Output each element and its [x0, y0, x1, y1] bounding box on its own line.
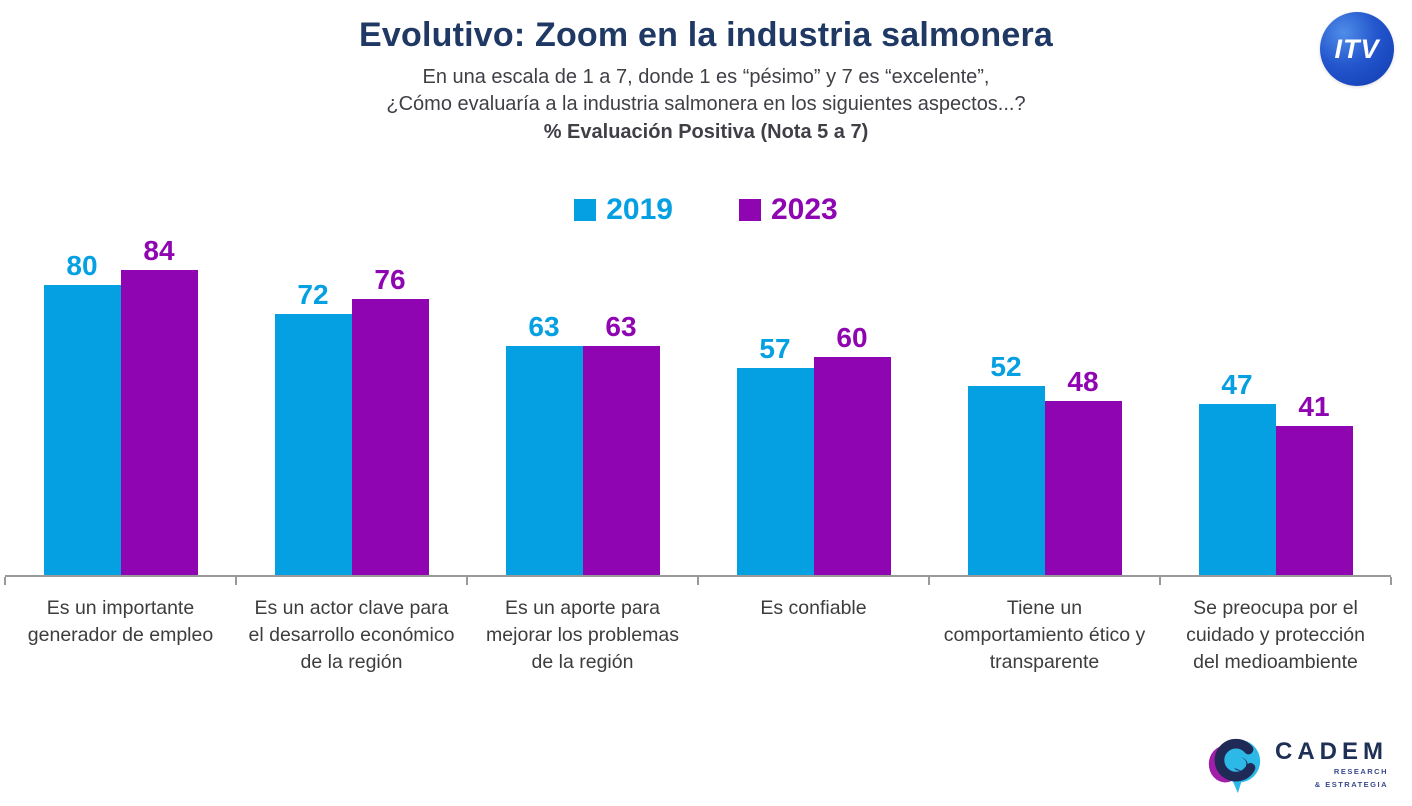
cadem-wordmark: CADEM — [1275, 738, 1388, 766]
bar-value-label: 76 — [374, 264, 406, 296]
category-group-1: 80 84 — [5, 237, 236, 575]
bar-group-2023-3: 63 — [582, 311, 660, 575]
bar-2023 — [351, 299, 429, 575]
subtitle-line-1: En una escala de 1 a 7, donde 1 es “pési… — [422, 66, 990, 88]
bar-group-2019-1: 80 — [43, 249, 121, 575]
bar-group-2019-3: 63 — [505, 311, 583, 575]
legend-label-2023: 2023 — [771, 193, 838, 226]
bar-group-2019-6: 47 — [1198, 369, 1276, 575]
legend-item-2023: 2023 — [739, 193, 838, 227]
bar-group-2023-5: 48 — [1044, 365, 1122, 575]
bar-group-2023-1: 84 — [120, 235, 198, 575]
legend-label-2019: 2019 — [606, 193, 673, 226]
chart-legend: 2019 2023 — [0, 193, 1412, 227]
bar-value-label: 57 — [759, 333, 791, 365]
cadem-logo: CADEM RESEARCH & ESTRATEGIA — [1203, 734, 1388, 796]
bar-2019 — [505, 346, 583, 575]
bar-2019 — [274, 313, 352, 575]
category-label-5: Tiene un comportamiento ético y transpar… — [943, 597, 1146, 673]
bar-2023 — [582, 346, 660, 575]
category-label-3: Es un aporte para mejorar los problemas … — [486, 597, 679, 673]
bar-chart: 80 84 72 76 63 63 57 60 52 48 47 41 — [5, 228, 1391, 575]
axis-tick — [1159, 577, 1161, 585]
bar-value-label: 63 — [528, 311, 560, 343]
cadem-logo-text: CADEM RESEARCH & ESTRATEGIA — [1275, 740, 1388, 790]
bar-group-2023-4: 60 — [813, 322, 891, 575]
legend-item-2019: 2019 — [574, 193, 673, 227]
cadem-tagline-line-2: & ESTRATEGIA — [1314, 780, 1388, 789]
bar-value-label: 52 — [990, 351, 1022, 383]
category-label-2: Es un actor clave para el desarrollo eco… — [248, 597, 455, 673]
bar-group-2019-4: 57 — [736, 333, 814, 575]
category-label-6: Se preocupa por el cuidado y protección … — [1186, 597, 1365, 673]
axis-tick — [697, 577, 699, 585]
bar-value-label: 80 — [66, 249, 98, 281]
bar-2023 — [120, 270, 198, 575]
axis-tick — [4, 577, 6, 585]
bar-value-label: 63 — [605, 311, 637, 343]
bar-2023 — [813, 357, 891, 575]
category-group-3: 63 63 — [467, 313, 698, 575]
axis-tick — [927, 577, 930, 585]
bar-value-label: 47 — [1221, 369, 1253, 401]
category-labels: Es un importante generador de empleo Es u… — [5, 595, 1391, 676]
bar-value-label: 48 — [1067, 365, 1099, 397]
bar-value-label: 41 — [1298, 391, 1330, 423]
axis-tick — [465, 577, 468, 585]
bar-group-2023-6: 41 — [1275, 391, 1353, 575]
bar-value-label: 72 — [297, 278, 329, 310]
category-label-1: Es un importante generador de empleo — [27, 597, 214, 646]
legend-swatch-2019 — [574, 199, 597, 221]
bar-group-2023-2: 76 — [351, 264, 429, 575]
cadem-tagline-line-1: RESEARCH — [1333, 767, 1388, 777]
bar-group-2019-5: 52 — [967, 351, 1045, 575]
bar-value-label: 60 — [836, 322, 868, 354]
bar-group-2019-2: 72 — [274, 278, 352, 575]
category-group-2: 72 76 — [236, 266, 467, 575]
page-title: Evolutivo: Zoom en la industria salmoner… — [359, 16, 1053, 54]
category-group-6: 47 41 — [1160, 371, 1391, 575]
bar-2019 — [43, 284, 121, 575]
axis-tick — [1390, 577, 1392, 585]
measure-note: % Evaluación Positiva (Nota 5 a 7) — [543, 121, 869, 143]
itv-logo-text: ITV — [1334, 33, 1380, 64]
legend-swatch-2023 — [739, 199, 761, 221]
category-group-4: 57 60 — [698, 324, 929, 575]
itv-logo: ITV — [1320, 12, 1394, 86]
axis-tick — [234, 577, 237, 585]
bar-2023 — [1044, 400, 1122, 575]
category-group-5: 52 48 — [929, 353, 1160, 575]
bar-2019 — [736, 368, 814, 575]
bar-value-label: 84 — [143, 235, 175, 267]
x-axis-line — [4, 575, 1392, 585]
category-label-4: Es confiable — [760, 597, 867, 619]
bar-2023 — [1275, 426, 1353, 575]
cadem-logo-mark — [1208, 738, 1261, 794]
subtitle-line-2: ¿Cómo evaluaría a la industria salmonera… — [386, 93, 1026, 115]
bar-2019 — [967, 386, 1045, 575]
bar-2019 — [1198, 404, 1276, 575]
